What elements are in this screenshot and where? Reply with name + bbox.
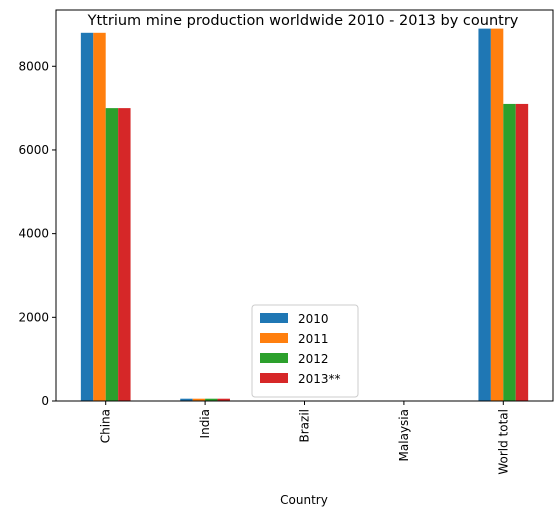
legend-label: 2011	[298, 332, 329, 346]
bar-2010-china	[80, 32, 94, 402]
legend-swatch	[260, 333, 288, 343]
y-axis: 0 2000 4000 6000 8000	[18, 59, 56, 408]
legend: 2010 2011 2012 2013**	[251, 304, 359, 398]
x-tick-label: Brazil	[298, 409, 312, 443]
bars-group	[80, 28, 529, 402]
x-tick-label: India	[198, 409, 212, 438]
legend-swatch	[260, 373, 288, 383]
bar-2013-world-total	[515, 103, 529, 402]
bar-2011-china	[93, 32, 106, 402]
legend-swatch	[260, 353, 288, 363]
legend-label: 2012	[298, 352, 329, 366]
y-tick-label: 0	[41, 394, 49, 408]
y-tick-label: 8000	[18, 59, 49, 73]
y-tick-label: 4000	[18, 227, 49, 241]
bar-2011-world-total	[490, 28, 504, 402]
y-tick-label: 2000	[18, 310, 49, 324]
chart-title: Yttrium mine production worldwide 2010 -…	[87, 13, 519, 29]
legend-swatch	[260, 313, 288, 323]
legend-label: 2013**	[298, 372, 341, 386]
bar-2010-india	[180, 398, 193, 401]
bar-2013-india	[217, 398, 230, 401]
bar-2010-world-total	[478, 28, 491, 402]
x-tick-label: Malaysia	[397, 409, 411, 461]
legend-label: 2010	[298, 312, 329, 326]
x-tick-label: World total	[496, 409, 510, 475]
y-tick-label: 6000	[18, 143, 49, 157]
x-axis: China India Brazil Malaysia World total	[99, 401, 510, 475]
bar-2012-china	[105, 108, 119, 402]
x-tick-label: China	[99, 409, 113, 443]
bar-2012-world-total	[503, 103, 516, 402]
x-axis-label: Country	[280, 493, 328, 507]
bar-2012-india	[205, 398, 218, 401]
bar-2013-china	[118, 108, 131, 402]
bar-2011-india	[192, 398, 206, 401]
